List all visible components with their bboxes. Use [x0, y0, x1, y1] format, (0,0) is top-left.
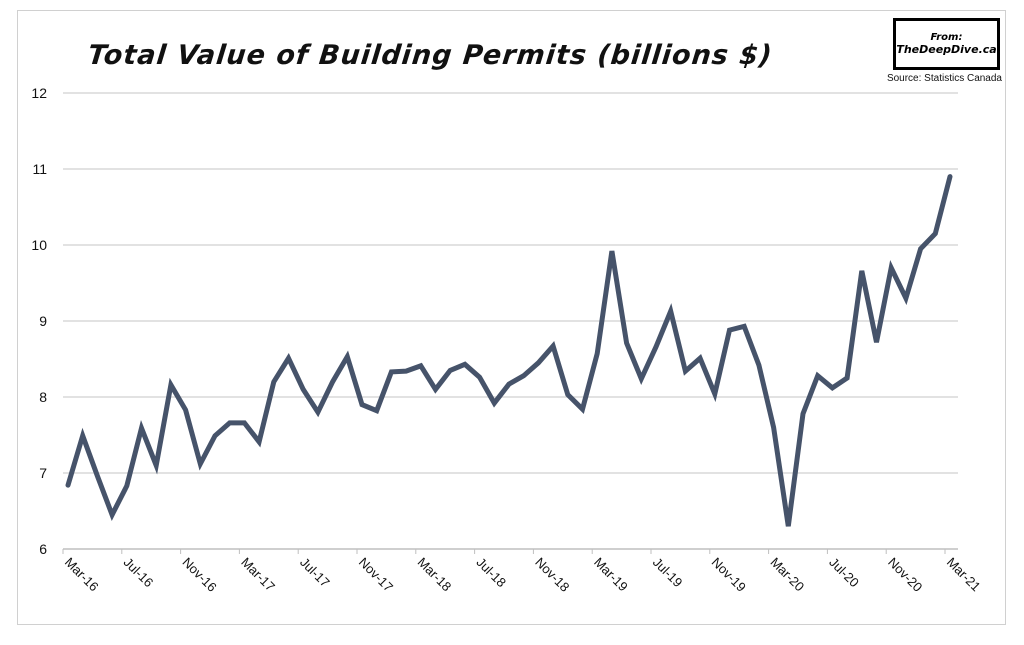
x-tick-label: Mar-19	[591, 555, 631, 595]
x-tick-label: Mar-21	[944, 555, 984, 595]
x-tick-label: Nov-20	[885, 555, 925, 595]
source-note: Source: Statistics Canada	[886, 73, 1002, 84]
y-tick-label: 6	[39, 541, 47, 557]
x-tick-label: Jul-16	[121, 555, 157, 591]
x-tick-label: Mar-17	[238, 555, 278, 595]
x-tick-label: Nov-17	[356, 555, 396, 595]
x-tick-label: Mar-20	[767, 555, 807, 595]
x-tick-label: Jul-18	[473, 555, 509, 591]
x-tick-label: Jul-20	[826, 555, 862, 591]
logo-line-2: TheDeepDive.ca	[896, 43, 997, 56]
y-tick-label: 10	[31, 237, 47, 253]
y-tick-label: 11	[32, 161, 47, 177]
y-tick-label: 12	[31, 85, 47, 101]
logo-box: From: TheDeepDive.ca	[893, 18, 1000, 70]
x-tick-label: Jul-19	[650, 555, 686, 591]
logo-line-1: From:	[930, 32, 963, 43]
x-tick-label: Mar-16	[62, 555, 102, 595]
y-tick-label: 8	[39, 389, 47, 405]
x-tick-label: Nov-19	[709, 555, 749, 595]
data-line	[65, 174, 953, 527]
y-tick-label: 7	[39, 465, 47, 481]
x-tick-label: Mar-18	[415, 555, 455, 595]
y-tick-label: 9	[39, 313, 47, 329]
x-tick-label: Jul-17	[297, 555, 333, 591]
x-tick-label: Nov-18	[532, 555, 572, 595]
x-tick-label: Nov-16	[179, 555, 219, 595]
chart-frame	[17, 10, 1006, 625]
